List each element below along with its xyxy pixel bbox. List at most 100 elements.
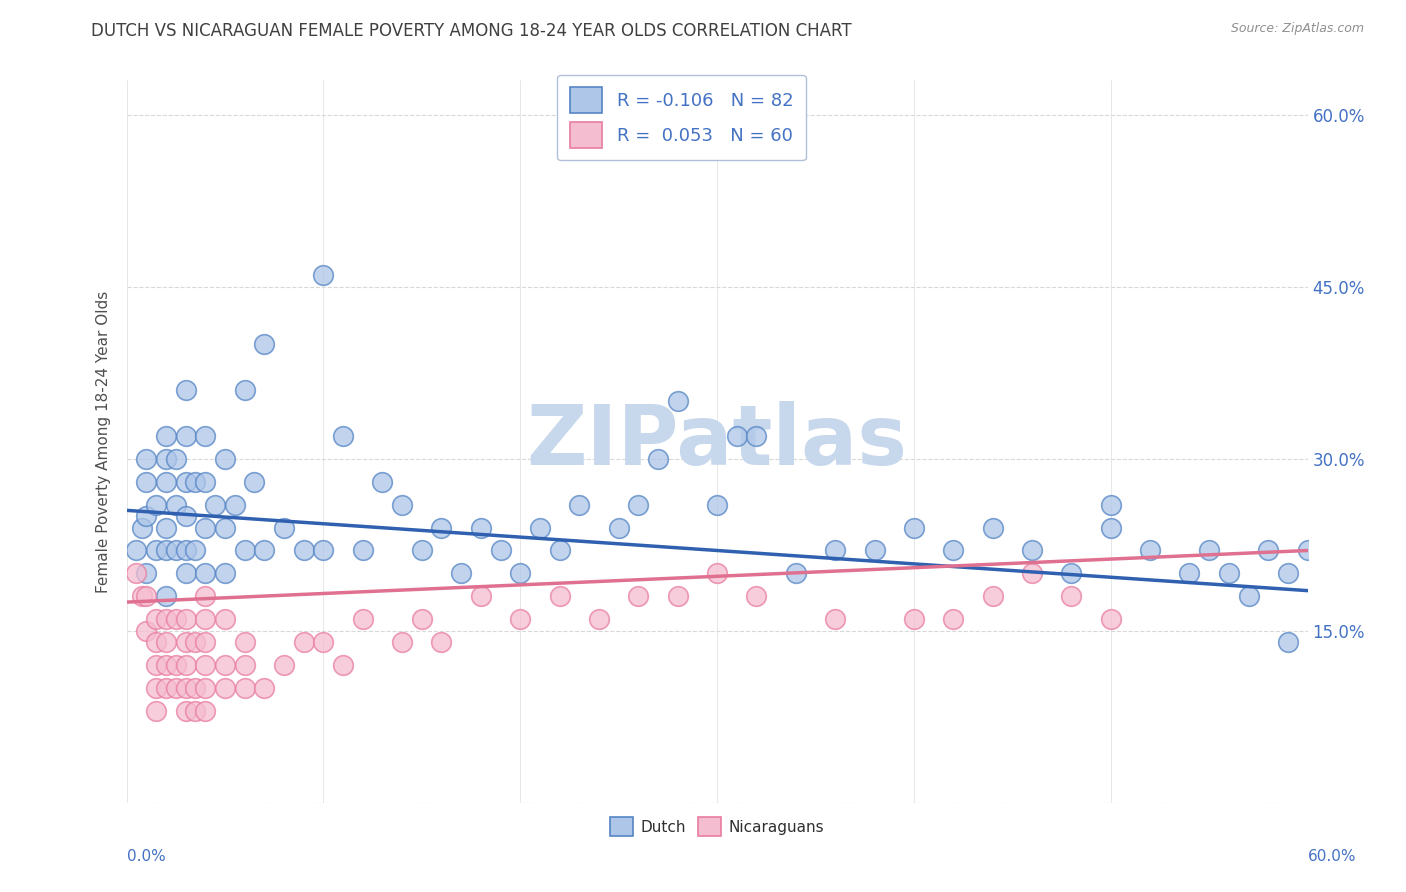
Point xyxy=(135,509,157,524)
Point xyxy=(627,498,650,512)
Point xyxy=(155,612,177,626)
Point xyxy=(135,624,157,638)
Point xyxy=(745,590,768,604)
Point xyxy=(824,543,846,558)
Point xyxy=(184,543,207,558)
Point xyxy=(135,475,157,489)
Point xyxy=(243,475,266,489)
Point xyxy=(568,498,591,512)
Text: 60.0%: 60.0% xyxy=(1309,849,1357,863)
Point xyxy=(411,612,433,626)
Point xyxy=(1099,612,1122,626)
Point xyxy=(824,612,846,626)
Point xyxy=(194,658,217,673)
Point xyxy=(253,681,276,695)
Text: DUTCH VS NICARAGUAN FEMALE POVERTY AMONG 18-24 YEAR OLDS CORRELATION CHART: DUTCH VS NICARAGUAN FEMALE POVERTY AMONG… xyxy=(91,22,852,40)
Point xyxy=(470,590,492,604)
Point xyxy=(706,566,728,581)
Point xyxy=(165,498,187,512)
Point xyxy=(131,520,153,534)
Point xyxy=(194,475,217,489)
Point xyxy=(529,520,551,534)
Point xyxy=(165,658,187,673)
Point xyxy=(233,543,256,558)
Point xyxy=(214,566,236,581)
Point xyxy=(785,566,807,581)
Point xyxy=(981,590,1004,604)
Point xyxy=(145,704,167,718)
Point xyxy=(155,635,177,649)
Point xyxy=(174,429,197,443)
Point xyxy=(981,520,1004,534)
Point xyxy=(194,681,217,695)
Point xyxy=(131,590,153,604)
Point xyxy=(145,681,167,695)
Legend: Dutch, Nicaraguans: Dutch, Nicaraguans xyxy=(603,811,831,842)
Point xyxy=(165,612,187,626)
Point xyxy=(233,635,256,649)
Point xyxy=(312,635,335,649)
Point xyxy=(430,520,453,534)
Point xyxy=(292,543,315,558)
Point xyxy=(145,658,167,673)
Point xyxy=(312,268,335,283)
Point xyxy=(588,612,610,626)
Point xyxy=(411,543,433,558)
Point xyxy=(1277,566,1299,581)
Point xyxy=(548,543,571,558)
Point xyxy=(253,543,276,558)
Point xyxy=(607,520,630,534)
Text: Source: ZipAtlas.com: Source: ZipAtlas.com xyxy=(1230,22,1364,36)
Point xyxy=(155,543,177,558)
Point xyxy=(292,635,315,649)
Point xyxy=(145,635,167,649)
Point xyxy=(627,590,650,604)
Point xyxy=(903,520,925,534)
Point xyxy=(184,635,207,649)
Point xyxy=(233,681,256,695)
Point xyxy=(1021,566,1043,581)
Point xyxy=(745,429,768,443)
Point xyxy=(174,383,197,397)
Point xyxy=(155,520,177,534)
Point xyxy=(135,590,157,604)
Point xyxy=(174,509,197,524)
Point xyxy=(666,590,689,604)
Point xyxy=(184,704,207,718)
Point xyxy=(184,475,207,489)
Point xyxy=(352,612,374,626)
Text: 0.0%: 0.0% xyxy=(127,849,166,863)
Point xyxy=(194,635,217,649)
Point xyxy=(1178,566,1201,581)
Point xyxy=(1296,543,1319,558)
Point xyxy=(125,543,148,558)
Point xyxy=(174,566,197,581)
Text: ZIPatlas: ZIPatlas xyxy=(527,401,907,482)
Point xyxy=(1021,543,1043,558)
Point xyxy=(155,451,177,466)
Point xyxy=(273,658,295,673)
Point xyxy=(352,543,374,558)
Point xyxy=(1198,543,1220,558)
Point xyxy=(155,429,177,443)
Point xyxy=(1060,566,1083,581)
Point xyxy=(174,543,197,558)
Point xyxy=(194,520,217,534)
Point xyxy=(371,475,394,489)
Point xyxy=(214,658,236,673)
Point xyxy=(125,566,148,581)
Point xyxy=(1277,635,1299,649)
Y-axis label: Female Poverty Among 18-24 Year Olds: Female Poverty Among 18-24 Year Olds xyxy=(96,291,111,592)
Point xyxy=(725,429,748,443)
Point xyxy=(903,612,925,626)
Point xyxy=(1099,520,1122,534)
Point xyxy=(224,498,246,512)
Point xyxy=(174,681,197,695)
Point xyxy=(273,520,295,534)
Point xyxy=(194,590,217,604)
Point xyxy=(942,543,965,558)
Point xyxy=(233,383,256,397)
Point xyxy=(1237,590,1260,604)
Point xyxy=(214,612,236,626)
Point xyxy=(135,451,157,466)
